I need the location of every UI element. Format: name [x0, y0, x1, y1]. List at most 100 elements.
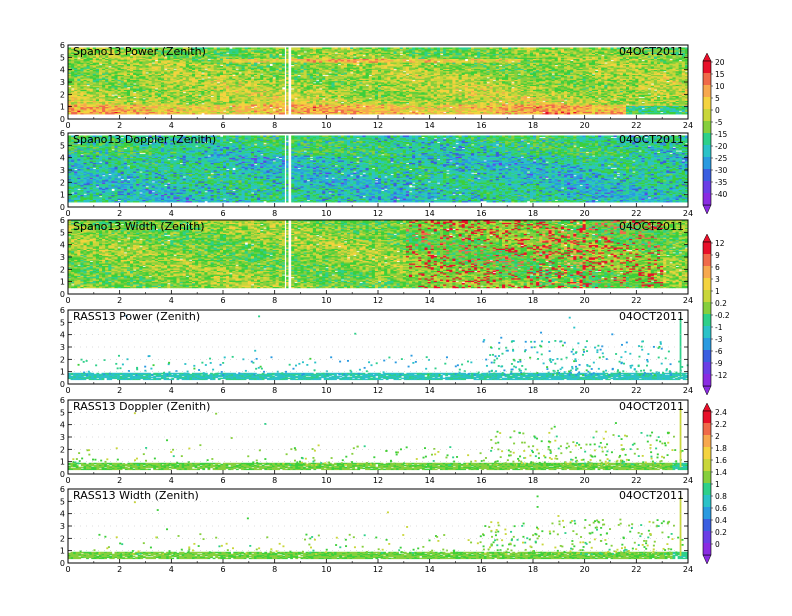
heatmap-cell — [105, 84, 109, 87]
heatmap-cell — [170, 70, 174, 73]
heatmap-cell — [139, 100, 143, 103]
heatmap-cell — [71, 112, 75, 115]
heatmap-cell — [89, 51, 94, 53]
heatmap-cell — [74, 52, 78, 55]
heatmap-cell — [173, 106, 177, 109]
heatmap-cell — [269, 47, 273, 50]
heatmap-cell — [83, 70, 87, 73]
heatmap-cell — [161, 110, 165, 112]
heatmap-cell — [102, 88, 106, 90]
heatmap-cell — [148, 106, 153, 109]
heatmap-cell — [114, 102, 118, 105]
heatmap-cell — [176, 107, 180, 110]
heatmap-cell — [74, 49, 78, 52]
heatmap-cell — [117, 91, 122, 94]
heatmap-cell — [102, 90, 106, 93]
heatmap-cell — [71, 106, 75, 109]
heatmap-cell — [89, 100, 94, 103]
heatmap-cell — [154, 57, 159, 59]
heatmap-cell — [108, 107, 112, 110]
heatmap-cell — [142, 79, 146, 82]
heatmap-cell — [173, 62, 177, 64]
heatmap-cell — [130, 59, 134, 62]
heatmap-cell — [232, 47, 236, 50]
heatmap-cell — [170, 65, 174, 68]
heatmap-cell — [176, 83, 180, 85]
heatmap-cell — [99, 105, 103, 108]
heatmap-cell — [89, 110, 94, 112]
heatmap-cell — [108, 93, 112, 95]
heatmap-cell — [68, 70, 72, 73]
heatmap-cell — [294, 99, 298, 101]
heatmap-cell — [167, 49, 171, 52]
heatmap-cell — [111, 69, 115, 72]
heatmap-cell — [102, 49, 106, 52]
heatmap-cell — [95, 85, 100, 88]
heatmap-cell — [71, 109, 75, 111]
heatmap-cell — [164, 98, 168, 100]
heatmap-cell — [71, 67, 75, 69]
heatmap-cell — [111, 83, 115, 85]
heatmap-cell — [83, 104, 87, 106]
heatmap-cell — [161, 106, 165, 109]
heatmap-cell — [241, 47, 246, 50]
heatmap-cell — [108, 96, 112, 99]
heatmap-cell — [139, 106, 143, 109]
heatmap-cell — [170, 79, 174, 82]
heatmap-cell — [114, 78, 118, 80]
heatmap-cell — [86, 96, 91, 99]
heatmap-cell — [99, 58, 103, 61]
heatmap-cell — [80, 94, 84, 96]
heatmap-cell — [136, 56, 140, 58]
heatmap-cell — [142, 110, 146, 112]
heatmap-cell — [126, 68, 131, 71]
heatmap-cell — [145, 65, 149, 68]
heatmap-cell — [120, 91, 125, 94]
heatmap-cell — [123, 107, 128, 110]
heatmap-cell — [142, 105, 146, 108]
heatmap-cell — [157, 109, 162, 111]
heatmap-cell — [154, 99, 159, 101]
heatmap-cell — [157, 94, 162, 96]
heatmap-cell — [120, 94, 125, 96]
heatmap-cell — [142, 84, 146, 87]
heatmap-cell — [157, 86, 162, 89]
heatmap-cell — [105, 107, 109, 110]
heatmap-cell — [105, 67, 109, 69]
heatmap-cell — [89, 69, 94, 72]
heatmap-cell — [86, 63, 91, 66]
heatmap-cell — [142, 109, 146, 111]
heatmap-cell — [95, 51, 100, 53]
heatmap-cell — [102, 111, 106, 114]
heatmap-cell — [71, 102, 75, 105]
heatmap-cell — [89, 48, 94, 51]
heatmap-cell — [99, 62, 103, 64]
heatmap-cells — [68, 47, 689, 115]
heatmap-cell — [322, 99, 326, 101]
heatmap-cell — [105, 101, 109, 104]
heatmap-cell — [161, 96, 165, 99]
heatmap-cell — [99, 82, 103, 84]
heatmap-cell — [161, 80, 165, 83]
heatmap-cell — [219, 65, 224, 68]
heatmap-cell — [325, 47, 329, 50]
heatmap-cell — [139, 88, 143, 90]
heatmap-cell — [161, 58, 165, 61]
heatmap-cell — [68, 47, 72, 50]
heatmap-cell — [74, 57, 78, 59]
heatmap-cell — [92, 101, 97, 104]
heatmap-cell — [126, 111, 131, 114]
heatmap-cell — [83, 68, 87, 71]
heatmap-cell — [142, 67, 146, 69]
heatmap-cell — [154, 105, 159, 108]
heatmap-cell — [142, 77, 146, 79]
heatmap-cell — [161, 94, 165, 96]
heatmap-cell — [148, 80, 153, 83]
heatmap-cell — [170, 86, 174, 89]
heatmap-cell — [77, 70, 81, 73]
heatmap-cell — [68, 49, 72, 52]
heatmap-cell — [123, 95, 128, 98]
heatmap-cell — [142, 83, 146, 85]
heatmap-cell — [142, 96, 146, 99]
